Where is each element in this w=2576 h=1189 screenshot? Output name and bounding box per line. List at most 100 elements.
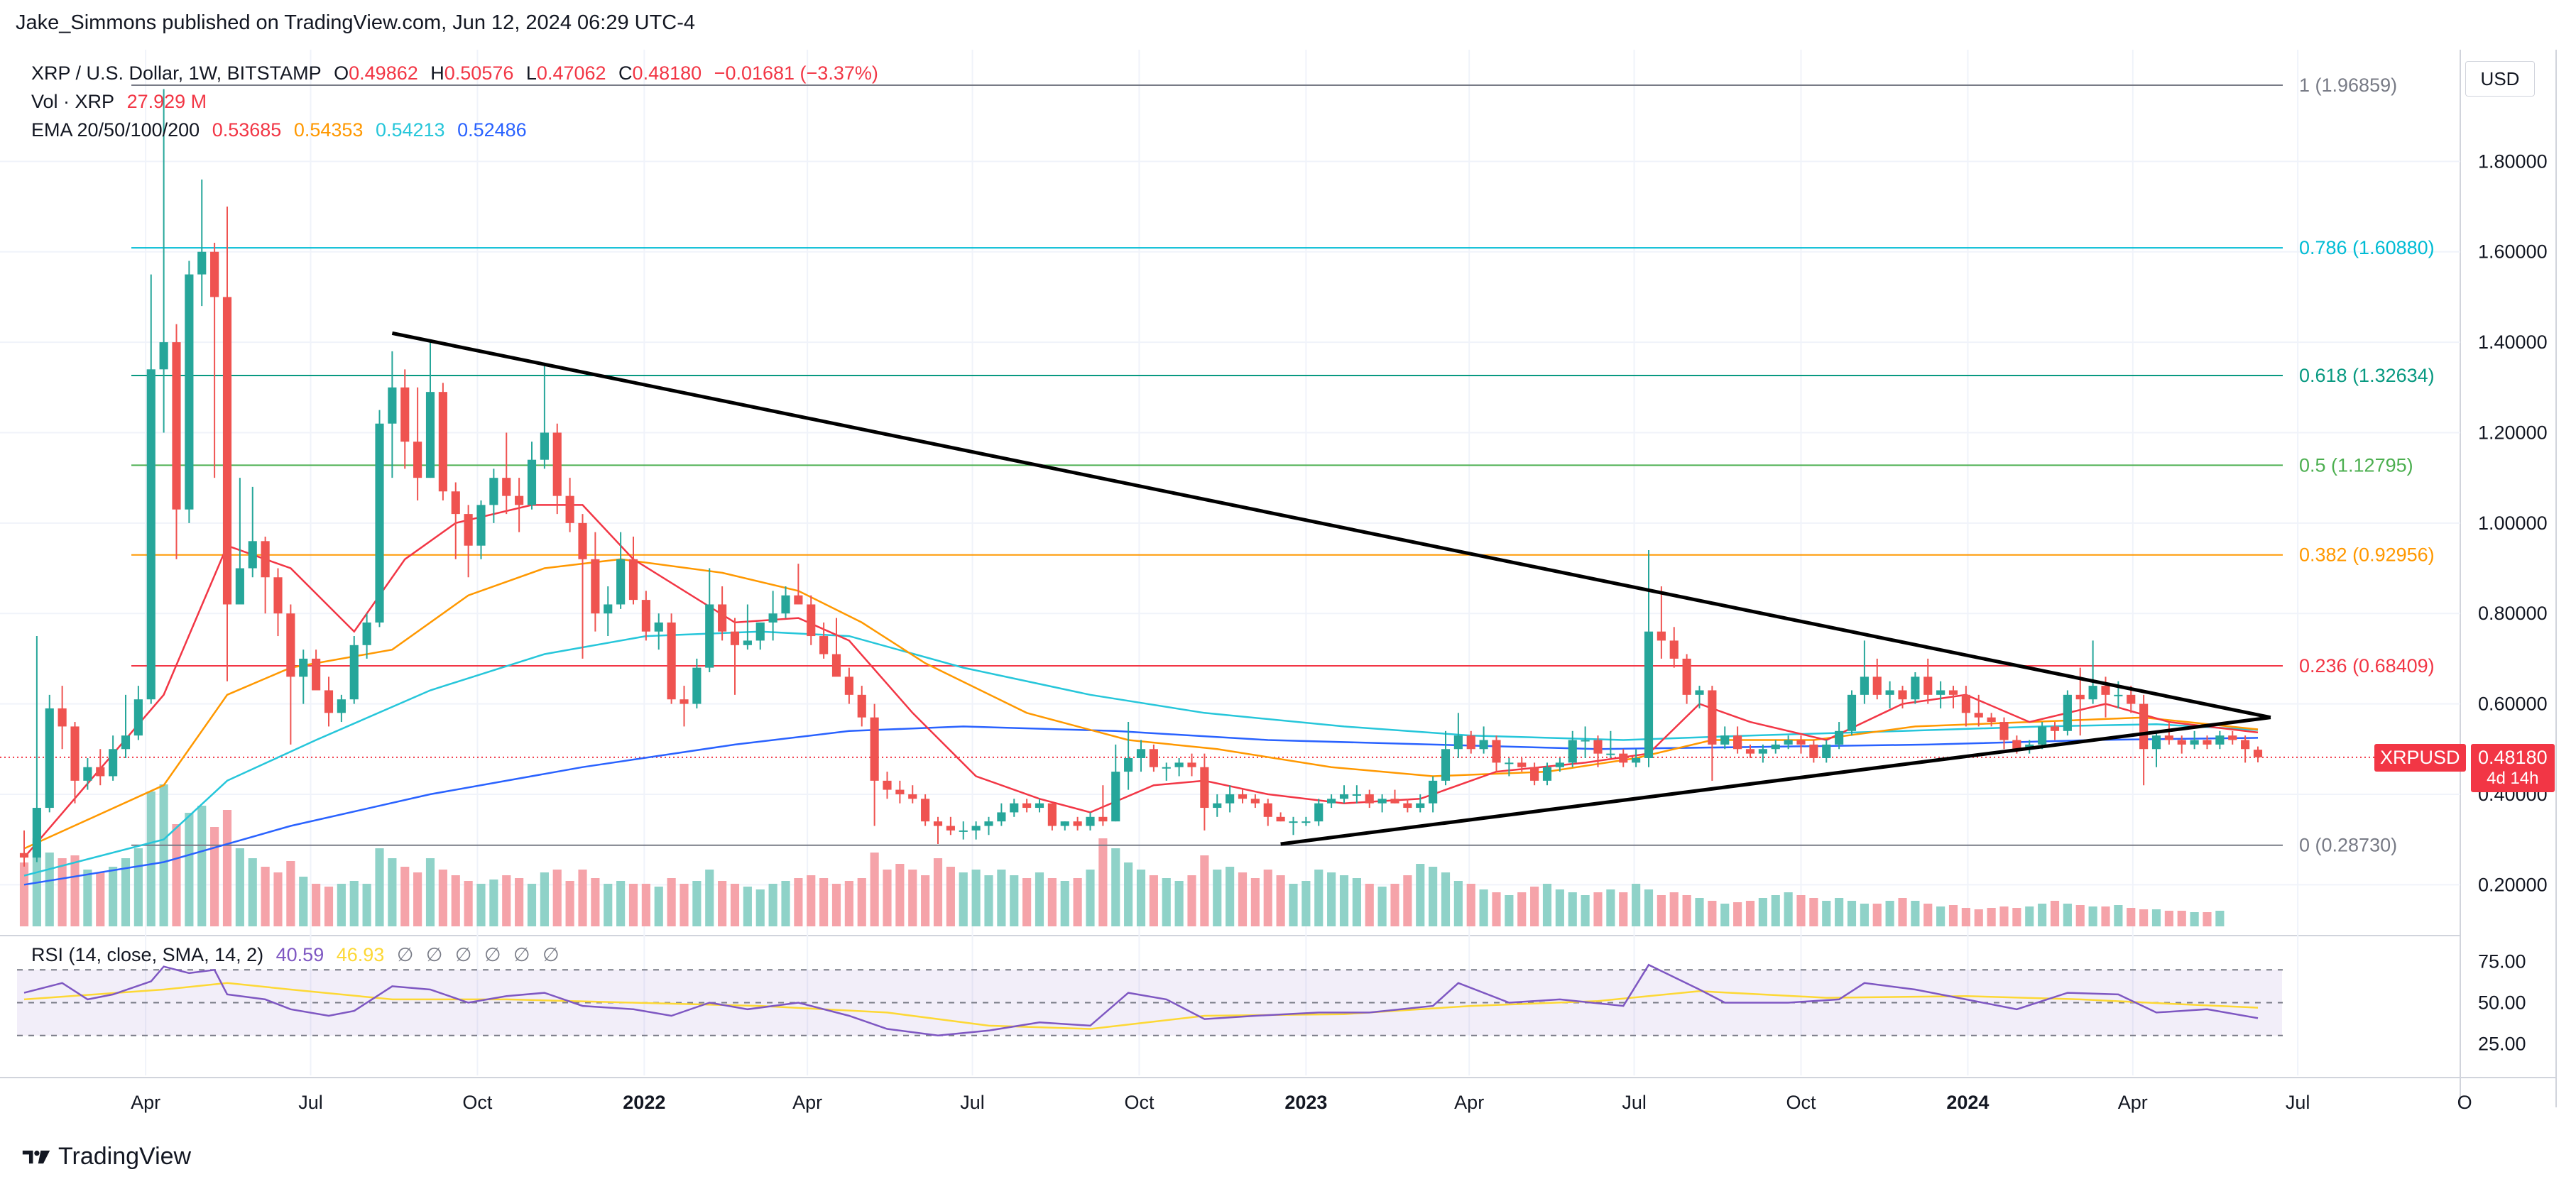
time-tick-label: Oct	[1786, 1092, 1816, 1113]
volume-bar	[248, 858, 257, 926]
time-tick-label: Oct	[462, 1092, 493, 1113]
candle-body	[1276, 816, 1285, 822]
volume-bar	[641, 884, 650, 926]
volume-bar	[2127, 908, 2136, 926]
ohlc-high: H0.50576	[430, 62, 514, 84]
candle-body	[997, 812, 1006, 822]
candle-body	[2190, 740, 2199, 745]
candle-body	[312, 658, 321, 691]
volume-bar	[1327, 872, 1336, 926]
volume-bar	[2063, 904, 2072, 926]
volume-legend: Vol · XRP 27.929 M	[31, 91, 214, 113]
tradingview-brand: TradingView	[58, 1143, 192, 1170]
candle-body	[552, 432, 562, 496]
candle-body	[1860, 676, 1869, 695]
volume-bar	[70, 855, 80, 926]
candle-body	[946, 826, 955, 831]
candle-body	[159, 342, 168, 370]
candle-body	[1758, 749, 1767, 754]
candle-body	[680, 699, 689, 704]
candle-body	[1403, 803, 1412, 809]
volume-bar	[1250, 878, 1260, 926]
volume-bar	[489, 880, 498, 926]
candle-body	[604, 604, 613, 614]
candle-body	[768, 613, 777, 623]
volume-bar	[235, 848, 244, 926]
ema-50-value: 0.54353	[293, 119, 364, 141]
volume-bar	[908, 870, 917, 926]
volume-bar	[1606, 889, 1615, 926]
candle-body	[2139, 703, 2149, 750]
fib-level-label: 0.786 (1.60880)	[2299, 237, 2435, 258]
candle-body	[2038, 726, 2047, 745]
volume-bar	[159, 784, 168, 926]
volume-bar	[1453, 881, 1463, 926]
volume-bar	[413, 872, 422, 926]
bar-countdown: 4d 14h	[2487, 769, 2539, 788]
candle-body	[2241, 740, 2250, 750]
volume-bar	[1644, 889, 1654, 926]
trendline-descending	[391, 331, 2271, 720]
candle-body	[578, 522, 587, 559]
volume-bar	[121, 858, 131, 926]
candle-body	[45, 708, 54, 809]
candle-body	[794, 595, 803, 605]
candle-body	[1429, 780, 1438, 804]
time-tick-label: Jul	[960, 1092, 985, 1113]
candle-body	[1999, 722, 2009, 740]
ohlc-low: L0.47062	[525, 62, 606, 84]
volume-bar	[1429, 867, 1438, 926]
candle-body	[337, 699, 346, 713]
volume-bar	[19, 862, 29, 926]
time-tick-label: Oct	[1124, 1092, 1155, 1113]
candle-body	[1022, 803, 1032, 809]
fib-level-label: 0.382 (0.92956)	[2299, 544, 2435, 566]
rsi-empty-5: ∅	[513, 944, 530, 965]
volume-bar	[1733, 902, 1742, 926]
symbol-title: XRP / U.S. Dollar, 1W, BITSTAMP	[31, 62, 322, 84]
candle-body	[2075, 694, 2085, 700]
volume-bar	[1771, 895, 1780, 926]
volume-bar	[1682, 895, 1691, 926]
volume-bar	[807, 875, 816, 926]
volume-bar	[768, 884, 777, 926]
volume-bar	[755, 889, 765, 926]
ema-100-value: 0.54213	[375, 119, 445, 141]
volume-bar	[388, 858, 397, 926]
volume-bar	[515, 878, 524, 926]
volume-bar	[1657, 895, 1666, 926]
candle-body	[921, 799, 930, 822]
candle-body	[133, 699, 143, 736]
volume-bar	[1289, 884, 1298, 926]
time-tick-label: Apr	[1454, 1092, 1484, 1113]
volume-bar	[400, 867, 410, 926]
symbol-legend: XRP / U.S. Dollar, 1W, BITSTAMP O0.49862…	[31, 62, 885, 84]
currency-button[interactable]: USD	[2465, 61, 2535, 97]
volume-bar	[1098, 838, 1108, 926]
rsi-empty-6: ∅	[542, 944, 560, 965]
time-tick-label: Jul	[1622, 1092, 1647, 1113]
rsi-label: RSI (14, close, SMA, 14, 2)	[31, 944, 264, 965]
volume-bar	[109, 867, 118, 926]
volume-bar	[883, 870, 892, 926]
volume-bar	[971, 870, 981, 926]
candle-body	[1581, 740, 1590, 742]
volume-bar	[1669, 892, 1679, 926]
volume-bar	[146, 791, 155, 926]
candle-body	[667, 622, 676, 700]
volume-bar	[1492, 892, 1501, 926]
tradingview-footer[interactable]: TradingView	[21, 1143, 191, 1171]
rsi-empty-4: ∅	[484, 944, 501, 965]
candle-body	[1542, 767, 1552, 781]
candle-body	[2012, 740, 2021, 750]
candle-body	[210, 251, 219, 297]
candle-body	[1657, 631, 1666, 641]
price-tick-label: 1.20000	[2478, 422, 2548, 443]
candle-body	[261, 541, 270, 578]
candle-body	[222, 297, 232, 605]
volume-bar	[1809, 898, 1818, 926]
volume-bar	[1035, 872, 1044, 926]
volume-bar	[857, 878, 866, 926]
candle-body	[185, 274, 194, 510]
